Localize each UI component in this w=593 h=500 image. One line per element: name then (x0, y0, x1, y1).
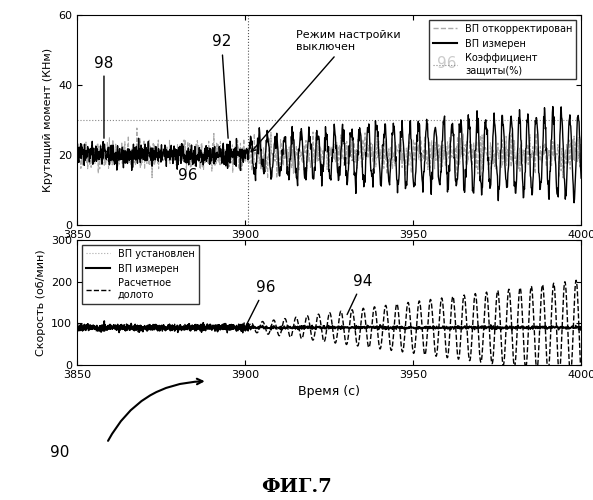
Text: 96: 96 (178, 160, 203, 182)
Text: ФИГ.7: ФИГ.7 (261, 478, 332, 496)
Y-axis label: Скорость (об/мин): Скорость (об/мин) (36, 249, 46, 356)
Text: 98: 98 (94, 56, 114, 138)
Text: 94: 94 (347, 274, 372, 314)
Text: 96: 96 (246, 280, 275, 325)
Text: 90: 90 (50, 445, 69, 460)
Text: 96: 96 (437, 56, 457, 72)
Y-axis label: Крутящий момент (КНм): Крутящий момент (КНм) (43, 48, 53, 192)
Text: 92: 92 (212, 34, 231, 138)
Text: Режим настройки
выключен: Режим настройки выключен (251, 30, 400, 152)
Legend: ВП откорректирован, ВП измерен, Коэффициент
защиты(%): ВП откорректирован, ВП измерен, Коэффици… (429, 20, 576, 79)
X-axis label: Время (с): Время (с) (298, 386, 360, 398)
Legend: ВП установлен, ВП измерен, Расчетное
долото: ВП установлен, ВП измерен, Расчетное дол… (82, 245, 199, 304)
